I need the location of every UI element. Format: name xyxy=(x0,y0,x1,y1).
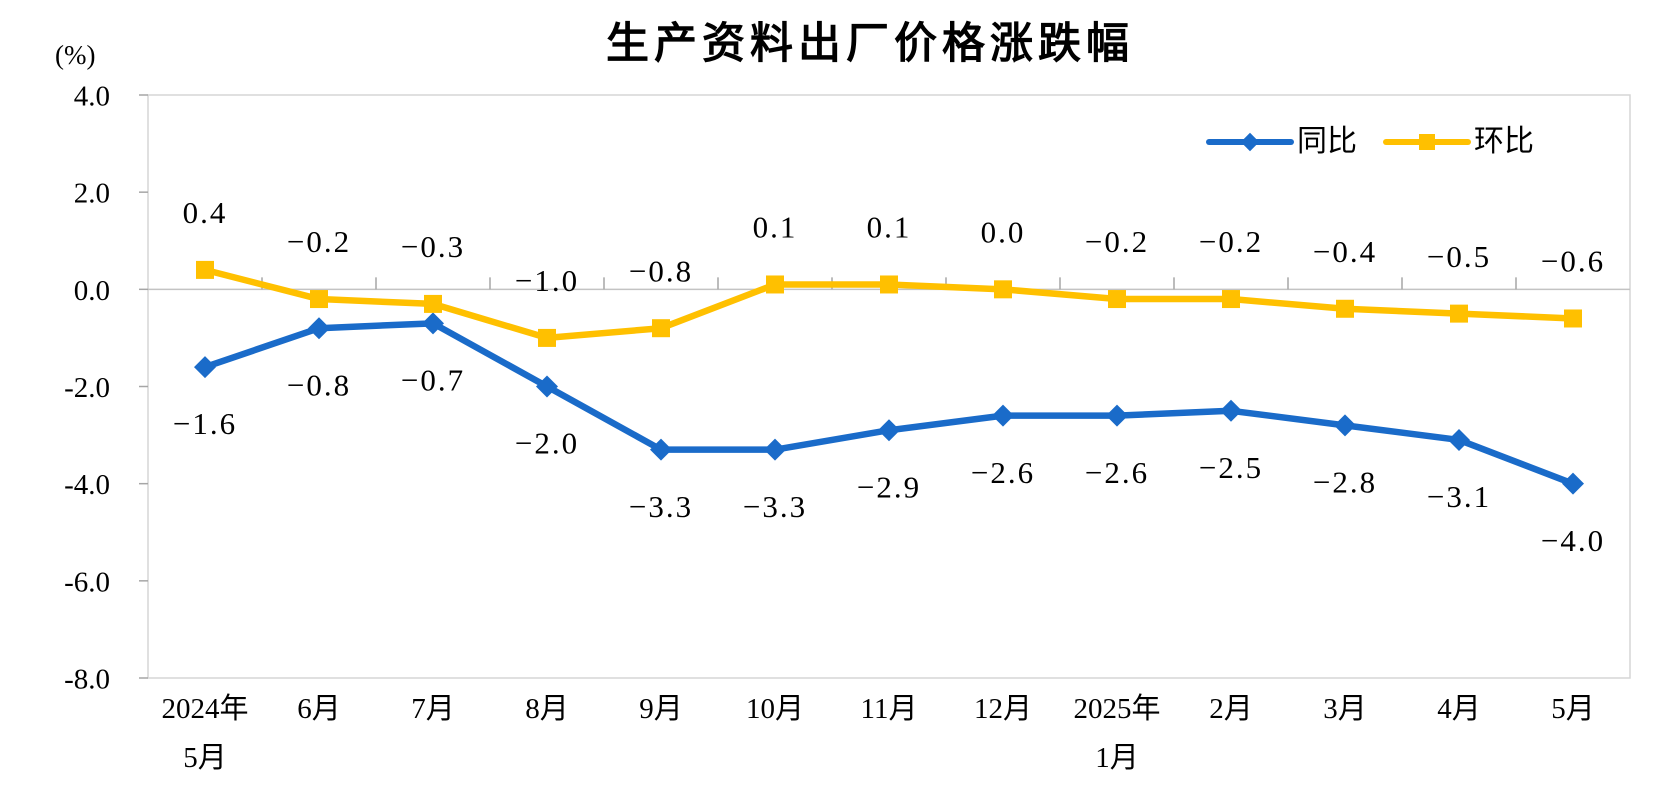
data-label: −3.3 xyxy=(743,489,807,524)
x-tick-label: 2025年 1月 xyxy=(1073,692,1160,774)
legend-item-huanbi: 环比 xyxy=(1383,126,1534,158)
data-label: −3.3 xyxy=(629,489,693,524)
data-label: −0.6 xyxy=(1541,244,1605,279)
data-label: 0.4 xyxy=(183,195,228,230)
diamond-marker-icon xyxy=(1240,132,1260,152)
x-tick-label: 9月 xyxy=(639,693,683,725)
tongbi-line-swatch xyxy=(1206,132,1294,152)
x-tick-label: 12月 xyxy=(974,693,1032,725)
data-label: −2.8 xyxy=(1313,465,1377,500)
data-label: −2.0 xyxy=(515,426,579,461)
y-tick-label: -8.0 xyxy=(64,663,110,695)
data-point-square xyxy=(196,260,214,279)
data-point-square xyxy=(766,275,784,294)
huanbi-line-swatch xyxy=(1383,134,1471,150)
data-point-square xyxy=(1108,290,1126,309)
data-label: −1.6 xyxy=(173,406,237,441)
data-point-diamond xyxy=(308,317,330,340)
data-point-diamond xyxy=(1448,428,1470,451)
data-label: −0.4 xyxy=(1313,234,1377,269)
data-label: −2.5 xyxy=(1199,450,1263,485)
y-tick-label: -2.0 xyxy=(64,372,110,404)
x-tick-label: 2024年 5月 xyxy=(161,692,248,774)
y-tick-label: 4.0 xyxy=(74,80,110,112)
data-label: −4.0 xyxy=(1541,523,1605,558)
chart-title: 生产资料出厂价格涨跌幅 xyxy=(606,20,1134,68)
x-tick-label: 10月 xyxy=(746,693,804,725)
data-point-diamond xyxy=(650,438,672,461)
x-tick-label: 5月 xyxy=(1551,693,1595,725)
data-point-diamond xyxy=(1106,404,1128,427)
data-point-diamond xyxy=(1334,414,1356,437)
y-tick-label: 2.0 xyxy=(74,178,110,210)
data-label: −0.5 xyxy=(1427,239,1491,274)
x-tick-label: 7月 xyxy=(411,693,455,725)
data-label: −3.1 xyxy=(1427,479,1491,514)
data-label: 0.1 xyxy=(867,210,912,245)
data-point-square xyxy=(310,290,328,309)
x-tick-label: 8月 xyxy=(525,693,569,725)
y-tick-label: -4.0 xyxy=(64,469,110,501)
data-point-square xyxy=(994,280,1012,299)
data-label: −0.3 xyxy=(401,229,465,264)
data-label: −0.7 xyxy=(401,363,465,398)
data-label: −2.6 xyxy=(1085,455,1149,490)
y-tick-label: -6.0 xyxy=(64,566,110,598)
x-tick-label: 11月 xyxy=(861,693,918,725)
data-point-square xyxy=(880,275,898,294)
data-label: −0.8 xyxy=(287,367,351,402)
data-label: −2.6 xyxy=(971,455,1035,490)
plot-border xyxy=(147,94,1631,679)
x-tick-label: 2月 xyxy=(1209,693,1253,725)
y-tick-label: 0.0 xyxy=(74,275,110,307)
data-point-diamond xyxy=(536,375,558,398)
data-point-diamond xyxy=(1220,399,1242,422)
data-label: −0.2 xyxy=(1085,224,1149,259)
data-point-diamond xyxy=(194,356,216,379)
data-label: 0.0 xyxy=(981,214,1026,249)
data-point-diamond xyxy=(1562,472,1584,495)
data-point-square xyxy=(1336,299,1354,318)
data-point-diamond xyxy=(764,438,786,461)
y-axis-unit-label: (%) xyxy=(55,40,96,70)
series-line-tongbi xyxy=(201,320,1577,487)
x-tick-label: 6月 xyxy=(297,693,341,725)
data-point-square xyxy=(538,328,556,347)
legend-item-tongbi: 同比 xyxy=(1206,126,1357,158)
data-label: −0.8 xyxy=(629,253,693,288)
data-point-square xyxy=(1564,309,1582,328)
legend-label-huanbi: 环比 xyxy=(1474,125,1534,158)
data-point-square xyxy=(1222,290,1240,309)
legend-label-tongbi: 同比 xyxy=(1297,125,1357,158)
data-point-square xyxy=(652,319,670,338)
data-point-diamond xyxy=(992,404,1014,427)
data-label: −0.2 xyxy=(1199,224,1263,259)
data-label: −0.2 xyxy=(287,224,351,259)
data-label: −2.9 xyxy=(857,469,921,504)
data-label: −1.0 xyxy=(515,263,579,298)
data-point-diamond xyxy=(422,312,444,335)
data-point-square xyxy=(1450,304,1468,323)
x-tick-label: 3月 xyxy=(1323,693,1367,725)
x-tick-label: 4月 xyxy=(1437,693,1481,725)
data-label: 0.1 xyxy=(753,210,798,245)
data-point-square xyxy=(424,294,442,313)
legend: 同比 环比 xyxy=(1206,126,1534,158)
square-marker-icon xyxy=(1419,134,1435,150)
data-point-diamond xyxy=(878,419,900,442)
